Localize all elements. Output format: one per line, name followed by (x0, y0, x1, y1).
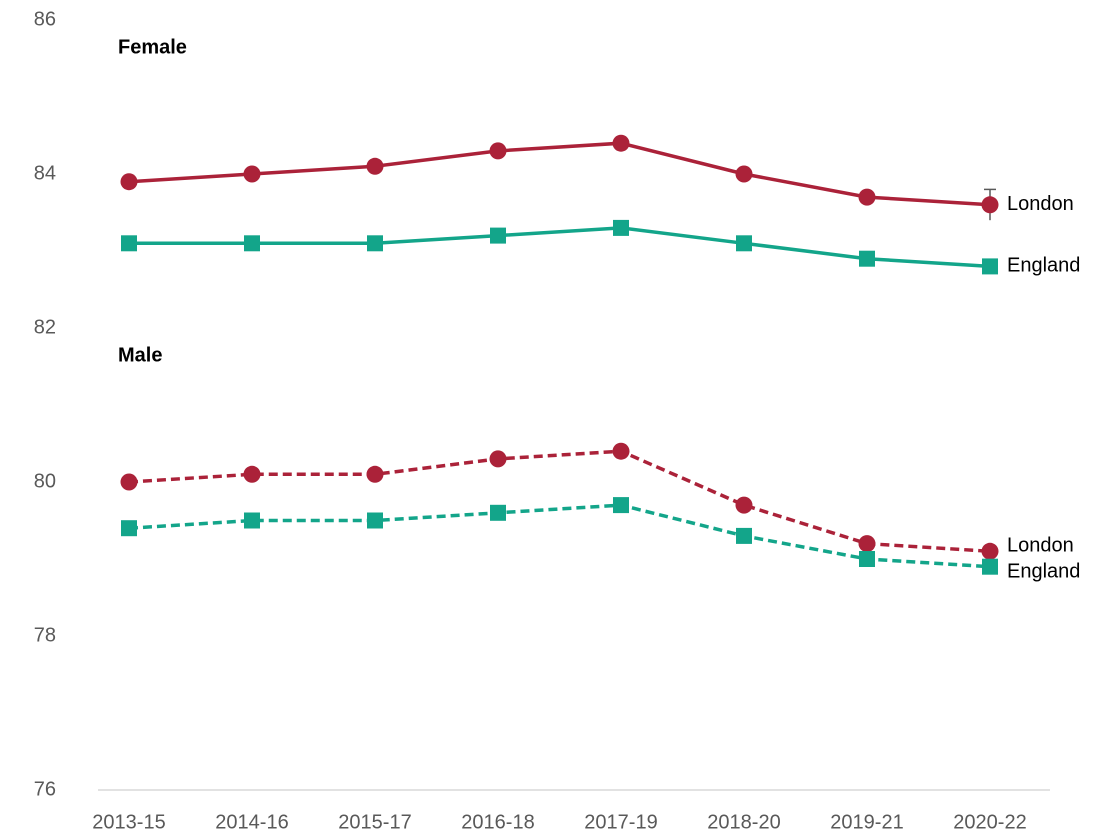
x-tick-label: 2017-19 (584, 811, 657, 833)
panel-title: Male (118, 344, 162, 366)
series-line (128, 503, 991, 569)
marker (859, 551, 875, 567)
marker (489, 450, 507, 468)
marker (736, 235, 752, 252)
marker (858, 535, 876, 553)
marker (243, 465, 261, 483)
marker (612, 442, 630, 460)
marker (366, 157, 384, 175)
y-tick-label: 84 (34, 162, 56, 184)
marker (489, 142, 507, 160)
marker (982, 258, 998, 275)
marker (613, 219, 629, 236)
panel-title: Female (118, 36, 187, 58)
marker (120, 473, 138, 491)
series-end-label: England (1007, 560, 1080, 582)
marker (120, 173, 138, 191)
marker (490, 504, 506, 521)
y-tick-label: 80 (34, 470, 56, 492)
marker (367, 512, 383, 529)
marker (121, 520, 137, 537)
marker (121, 235, 137, 252)
y-tick-label: 86 (34, 8, 56, 30)
marker (244, 235, 260, 252)
marker (367, 235, 383, 252)
x-tick-label: 2016-18 (461, 811, 534, 833)
marker (612, 134, 630, 152)
series-line (128, 141, 991, 207)
x-tick-label: 2013-15 (92, 811, 165, 833)
marker (613, 497, 629, 514)
marker (858, 188, 876, 206)
marker (982, 558, 998, 575)
x-tick-label: 2014-16 (215, 811, 288, 833)
series-end-label: London (1007, 193, 1074, 215)
y-tick-label: 78 (34, 624, 56, 646)
series-end-label: London (1007, 534, 1074, 556)
marker (859, 250, 875, 267)
marker (366, 465, 384, 483)
marker (981, 196, 999, 214)
x-tick-label: 2019-21 (830, 811, 903, 833)
marker (735, 496, 753, 514)
y-tick-label: 76 (34, 778, 56, 800)
marker (736, 527, 752, 544)
marker (490, 227, 506, 244)
x-tick-label: 2015-17 (338, 811, 411, 833)
x-tick-label: 2018-20 (707, 811, 780, 833)
series-line (129, 226, 991, 269)
marker (243, 165, 261, 183)
series-line (128, 449, 991, 554)
marker (981, 542, 999, 560)
marker (244, 512, 260, 529)
series-end-label: England (1007, 255, 1080, 277)
marker (735, 165, 753, 183)
y-tick-label: 82 (34, 316, 56, 338)
x-tick-label: 2020-22 (953, 811, 1026, 833)
